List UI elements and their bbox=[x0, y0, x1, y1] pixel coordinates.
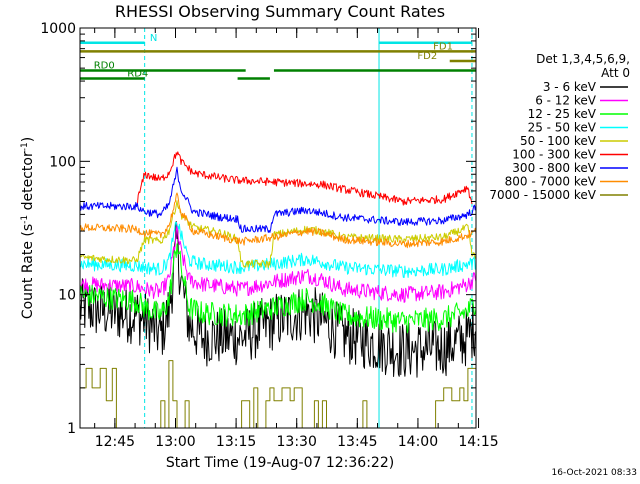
series-line-4 bbox=[80, 221, 477, 278]
x-tick-label: 13:00 bbox=[155, 434, 195, 450]
legend-label-4: 25 - 50 keV bbox=[528, 121, 597, 135]
y-axis-label-text: Count Rate (s-1 detector-1) bbox=[20, 137, 36, 319]
y-tick-label: 1 bbox=[67, 421, 76, 437]
axes: 12:45 13:00 13:15 13:30 13:45 14:00 14:15 1 10 10… bbox=[40, 21, 498, 450]
x-tick-label: 14:00 bbox=[398, 434, 438, 450]
flag-label-rd4: RD4 bbox=[127, 69, 148, 80]
series-line-5 bbox=[79, 200, 477, 268]
chart-title: RHESSI Observing Summary Count Rates bbox=[115, 2, 445, 21]
series-line-1 bbox=[79, 221, 477, 378]
x-tick-label: 13:15 bbox=[216, 434, 256, 450]
series-line-3 bbox=[79, 243, 477, 334]
x-tick-label: 13:45 bbox=[337, 434, 377, 450]
flag-label-fd1: FD1 bbox=[433, 41, 453, 52]
series-line-6 bbox=[136, 151, 473, 206]
series-line-2 bbox=[79, 223, 477, 303]
y-tick-label: 10 bbox=[58, 288, 76, 304]
x-tick-label: 13:30 bbox=[277, 434, 317, 450]
legend-label-5: 50 - 100 keV bbox=[520, 134, 597, 148]
legend-label-9: 7000 - 15000 keV bbox=[489, 188, 596, 202]
x-axis-label: Start Time (19-Aug-07 12:36:22) bbox=[166, 455, 394, 471]
flag-label-rd0: RD0 bbox=[94, 61, 115, 72]
x-tick-label: 14:15 bbox=[458, 434, 498, 450]
y-tick-label: 1000 bbox=[40, 21, 76, 37]
flag-label-n: N bbox=[150, 33, 157, 44]
y-axis-label: Count Rate (s-1 detector-1) bbox=[20, 137, 36, 319]
series-line-7 bbox=[79, 166, 477, 233]
legend-header-attenuator: Att 0 bbox=[601, 66, 630, 80]
legend-label-1: 3 - 6 keV bbox=[543, 80, 597, 94]
generated-timestamp: 16-Oct-2021 08:33 bbox=[552, 468, 637, 478]
legend-label-6: 100 - 300 keV bbox=[512, 148, 596, 162]
x-tick-label: 12:45 bbox=[95, 434, 135, 450]
legend-label-7: 300 - 800 keV bbox=[512, 161, 596, 175]
series-line-8 bbox=[79, 192, 477, 249]
legend-label-3: 12 - 25 keV bbox=[528, 107, 597, 121]
legend-header-detectors: Det 1,3,4,5,6,9, bbox=[536, 52, 630, 66]
y-tick-label: 100 bbox=[49, 154, 76, 170]
legend-label-8: 800 - 7000 keV bbox=[505, 175, 597, 189]
plot-frame bbox=[79, 27, 477, 429]
legend-label-2: 6 - 12 keV bbox=[535, 94, 597, 108]
flag-label-fd2: FD2 bbox=[417, 51, 437, 62]
